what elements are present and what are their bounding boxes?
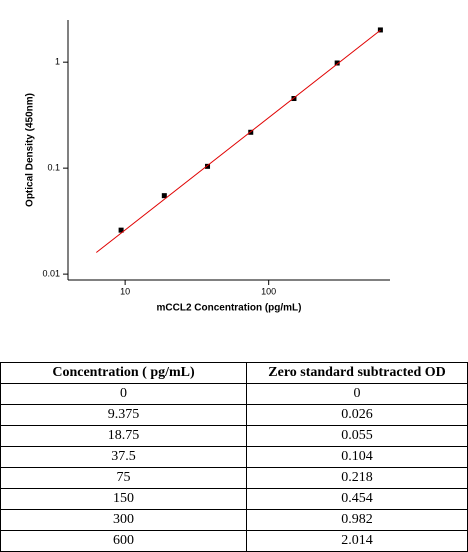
table-row: 150 0.454: [0, 488, 468, 510]
x-tick-label: 10: [120, 286, 130, 296]
fit-line: [96, 29, 381, 253]
table-cell: 37.5: [0, 446, 247, 468]
table-cell: 0.104: [246, 446, 468, 468]
data-point: [118, 227, 124, 233]
table-row: 9.375 0.026: [0, 404, 468, 426]
table-cell: 9.375: [0, 404, 247, 426]
data-point: [205, 163, 211, 169]
table-row: 75 0.218: [0, 467, 468, 489]
table-cell: 0.218: [246, 467, 468, 489]
table-row: 600 2.014: [0, 530, 468, 552]
table-cell: 0.055: [246, 425, 468, 447]
table-cell: 600: [0, 530, 247, 552]
table-cell: 2.014: [246, 530, 468, 552]
table-row: 18.75 0.055: [0, 425, 468, 447]
table-cell: 0.026: [246, 404, 468, 426]
x-axis-title: mCCL2 Concentration (pg/mL): [157, 303, 302, 314]
table-cell: 18.75: [0, 425, 247, 447]
y-axis-title: Optical Density (450nm): [25, 93, 36, 207]
data-table: Concentration ( pg/mL) Zero standard subt…: [0, 362, 468, 552]
table-cell: 75: [0, 467, 247, 489]
table-cell: 0.454: [246, 488, 468, 510]
y-tick-label: 0.1: [47, 163, 60, 173]
data-point: [377, 27, 383, 33]
table-row: 37.5 0.104: [0, 446, 468, 468]
table-row: 300 0.982: [0, 509, 468, 531]
table-cell: 0.982: [246, 509, 468, 531]
header-row: Concentration ( pg/mL) Zero standard subt…: [0, 362, 468, 384]
y-tick-label: 1: [55, 57, 60, 67]
data-point: [334, 60, 340, 66]
table-cell: 150: [0, 488, 247, 510]
table-cell: 0: [0, 383, 247, 405]
x-tick-label: 100: [261, 286, 276, 296]
table-cell: 0: [246, 383, 468, 405]
header-cell: Zero standard subtracted OD: [246, 362, 468, 384]
table-cell: 300: [0, 509, 247, 531]
chart: mCCL2 Concentration (pg/mL) Optical Dens…: [25, 20, 390, 314]
data-point: [161, 193, 167, 199]
header-cell: Concentration ( pg/mL): [0, 362, 247, 384]
y-tick-label: 0.01: [42, 268, 60, 278]
